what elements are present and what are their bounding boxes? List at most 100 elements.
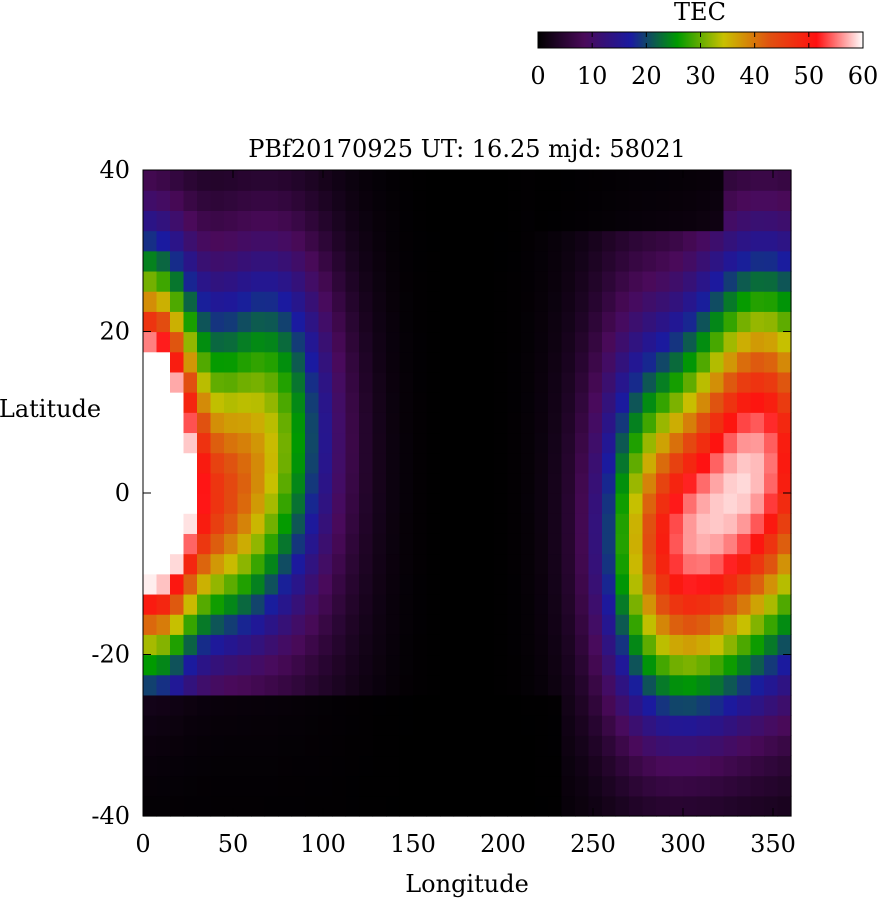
heatmap-cell [197,432,212,454]
heatmap-cell [602,452,617,474]
heatmap-cell [413,412,428,434]
heatmap-cell [575,735,590,757]
heatmap-cell [413,250,428,272]
colorbar-tick-label: 50 [794,62,825,90]
heatmap-cell [683,331,698,353]
heatmap-cell [467,553,482,575]
heatmap-cell [575,452,590,474]
heatmap-cell [170,694,185,716]
heatmap-cell [710,493,725,514]
heatmap-cell [588,573,603,595]
heatmap-cell [359,392,374,413]
heatmap-cell [453,735,468,757]
heatmap-cell [156,270,171,292]
heatmap-cell [143,170,158,191]
heatmap-cell [372,593,387,615]
heatmap-cell [359,674,374,696]
heatmap-cell [251,170,266,191]
heatmap-cell [345,351,360,373]
heatmap-cell [521,775,536,797]
heatmap-cell [359,654,374,676]
x-tick-label: 100 [300,830,346,858]
heatmap-cell [588,412,603,434]
heatmap-cell [305,795,320,817]
heatmap-cell [642,351,657,373]
heatmap-cell [723,795,738,817]
heatmap-cell [723,412,738,434]
heatmap-cell [237,412,252,434]
heatmap-cell [224,392,239,413]
heatmap-cell [386,775,401,797]
heatmap-cell [602,634,617,656]
heatmap-cell [480,533,495,555]
heatmap-cell [615,795,630,817]
heatmap-cell [345,674,360,696]
heatmap-cell [197,250,212,272]
heatmap-cell [197,452,212,474]
heatmap-cell [480,775,495,797]
heatmap-cell [237,614,252,635]
heatmap-cell [386,513,401,534]
heatmap-cell [750,351,765,373]
heatmap-cell [440,250,455,272]
heatmap-cell [291,493,306,514]
heatmap-cell [224,654,239,676]
heatmap-cell [210,533,225,555]
heatmap-cell [534,715,549,736]
heatmap-cell [345,694,360,716]
heatmap-cell [642,654,657,676]
heatmap-cell [372,775,387,797]
heatmap-cell [750,654,765,676]
heatmap-cell [696,452,711,474]
heatmap-cell [480,553,495,575]
heatmap-cell [521,715,536,736]
heatmap-cell [588,190,603,211]
heatmap-cell [359,795,374,817]
heatmap-cell [561,270,576,292]
x-axis-ticks: 0 50 100 150 200 250 300 350 [135,170,796,858]
heatmap-cell [588,250,603,272]
heatmap-cell [359,412,374,434]
heatmap-cell [629,230,644,252]
heatmap-cell [764,795,779,817]
heatmap-cell [561,795,576,817]
heatmap-cell [777,331,792,353]
heatmap-cell [602,291,617,312]
heatmap-cell [345,270,360,292]
heatmap-cell [291,654,306,676]
heatmap-cell [426,674,441,696]
heatmap-cell [696,331,711,353]
heatmap-cell [494,170,509,191]
heatmap-cell [696,634,711,656]
heatmap-cell [777,250,792,272]
colorbar-tick-label: 30 [685,62,716,90]
heatmap-cell [264,775,279,797]
heatmap-cell [548,775,563,797]
heatmap-cell [453,715,468,736]
heatmap-cell [291,291,306,312]
heatmap-cell [602,371,617,393]
heatmap-cell [453,755,468,777]
heatmap-cell [413,614,428,635]
heatmap-cell [399,513,414,534]
heatmap-cell [669,775,684,797]
heatmap-cell [723,351,738,373]
heatmap-cell [683,210,698,232]
heatmap-cell [386,351,401,373]
heatmap-cell [480,432,495,454]
heatmap-cell [278,654,293,676]
heatmap-cell [750,593,765,615]
heatmap-cell [750,614,765,635]
heatmap-cell [737,472,752,494]
heatmap-cell [696,250,711,272]
heatmap-cell [426,270,441,292]
heatmap-cell [656,210,671,232]
heatmap-cell [426,775,441,797]
heatmap-cell [656,513,671,534]
heatmap-cell [345,392,360,413]
heatmap-cell [548,452,563,474]
heatmap-cell [602,735,617,757]
heatmap-cell [521,614,536,635]
heatmap-cell [615,371,630,393]
heatmap-cell [588,593,603,615]
